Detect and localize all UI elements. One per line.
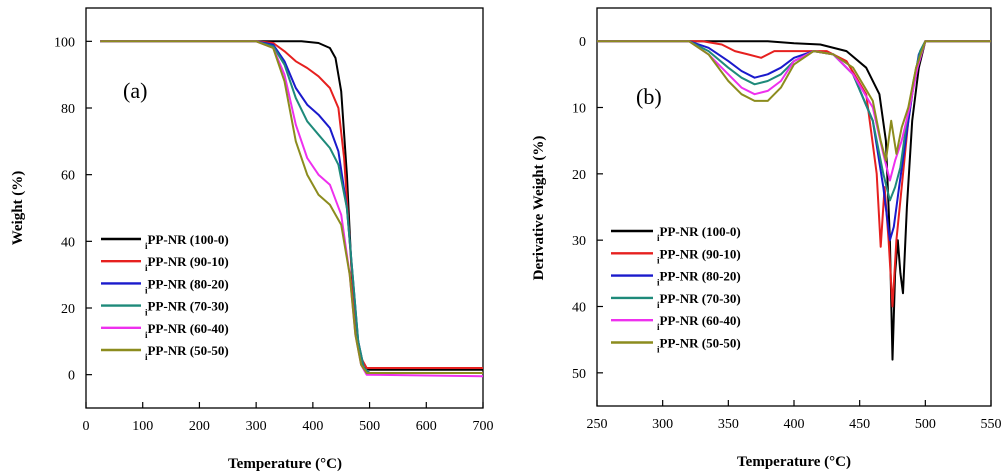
x-tick-label: 400	[302, 419, 323, 434]
x-tick-label: 500	[359, 419, 380, 434]
legend-label: iPP-NR (80-20)	[145, 276, 229, 295]
legend-label: iPP-NR (50-50)	[145, 343, 229, 362]
legend-label: iPP-NR (60-40)	[657, 313, 741, 332]
x-tick-label: 450	[849, 417, 870, 432]
x-tick-label: 250	[587, 417, 608, 432]
x-axis-title: Temperature (°C)	[737, 454, 851, 470]
y-axis-title: Derivative Weight (%)	[531, 136, 547, 281]
y-axis: 0 10 20 30 40 50	[572, 35, 603, 382]
x-tick-label: 300	[652, 417, 673, 432]
y-tick-label: 30	[572, 234, 586, 249]
x-tick-label: 700	[473, 419, 494, 434]
plot-frame	[85, 7, 484, 409]
x-axis: 0 100 200 300 400 500 600 700	[83, 402, 494, 434]
x-tick-label: 500	[915, 417, 936, 432]
series-line	[597, 40, 991, 162]
series-line	[597, 40, 991, 308]
y-tick-label: 20	[61, 302, 75, 317]
y-tick-label: 60	[61, 169, 75, 184]
x-tick-label: 550	[981, 417, 1002, 432]
dtg-panel: 250 300 350 400 450 500 550 0 10 20 30 40 50 (b) Te…	[531, 7, 1002, 470]
series-line	[597, 40, 991, 182]
legend: iPP-NR (100-0) iPP-NR (90-10) iPP-NR (80-2…	[611, 224, 741, 355]
legend: iPP-NR (100-0) iPP-NR (90-10) iPP-NR (80-2…	[101, 232, 229, 362]
x-axis: 250 300 350 400 450 500 550	[587, 400, 1002, 432]
y-axis-title: Weight (%)	[10, 171, 26, 246]
series-lines	[100, 40, 484, 378]
y-tick-label: 0	[579, 35, 586, 50]
legend-label: iPP-NR (100-0)	[145, 232, 229, 251]
legend-label: iPP-NR (90-10)	[145, 254, 229, 273]
series-line	[100, 40, 483, 374]
panel-label: (b)	[636, 84, 662, 109]
y-tick-label: 20	[572, 168, 586, 183]
y-tick-label: 40	[61, 235, 75, 250]
legend-label: iPP-NR (100-0)	[657, 224, 741, 243]
y-axis: 0 20 40 60 80 100	[54, 35, 92, 384]
legend-label: iPP-NR (50-50)	[657, 336, 741, 355]
series-line	[100, 40, 483, 374]
x-tick-label: 200	[189, 419, 210, 434]
panel-label: (a)	[123, 78, 147, 103]
y-tick-label: 40	[572, 301, 586, 316]
y-tick-label: 0	[68, 369, 75, 384]
series-line	[100, 40, 483, 369]
legend-label: iPP-NR (80-20)	[657, 269, 741, 288]
y-tick-label: 100	[54, 35, 75, 50]
series-lines	[597, 40, 991, 361]
y-tick-label: 80	[61, 102, 75, 117]
legend-label: iPP-NR (60-40)	[145, 321, 229, 340]
series-line	[597, 40, 991, 242]
series-line	[597, 40, 991, 361]
y-tick-label: 10	[572, 102, 586, 117]
x-axis-title: Temperature (°C)	[228, 456, 342, 472]
y-tick-label: 50	[572, 367, 586, 382]
x-tick-label: 300	[246, 419, 267, 434]
x-tick-label: 100	[132, 419, 153, 434]
x-tick-label: 600	[416, 419, 437, 434]
legend-label: iPP-NR (90-10)	[657, 246, 741, 265]
x-tick-label: 400	[784, 417, 805, 432]
legend-label: iPP-NR (70-30)	[657, 291, 741, 310]
legend-label: iPP-NR (70-30)	[145, 299, 229, 318]
x-tick-label: 350	[718, 417, 739, 432]
x-tick-label: 0	[83, 419, 90, 434]
